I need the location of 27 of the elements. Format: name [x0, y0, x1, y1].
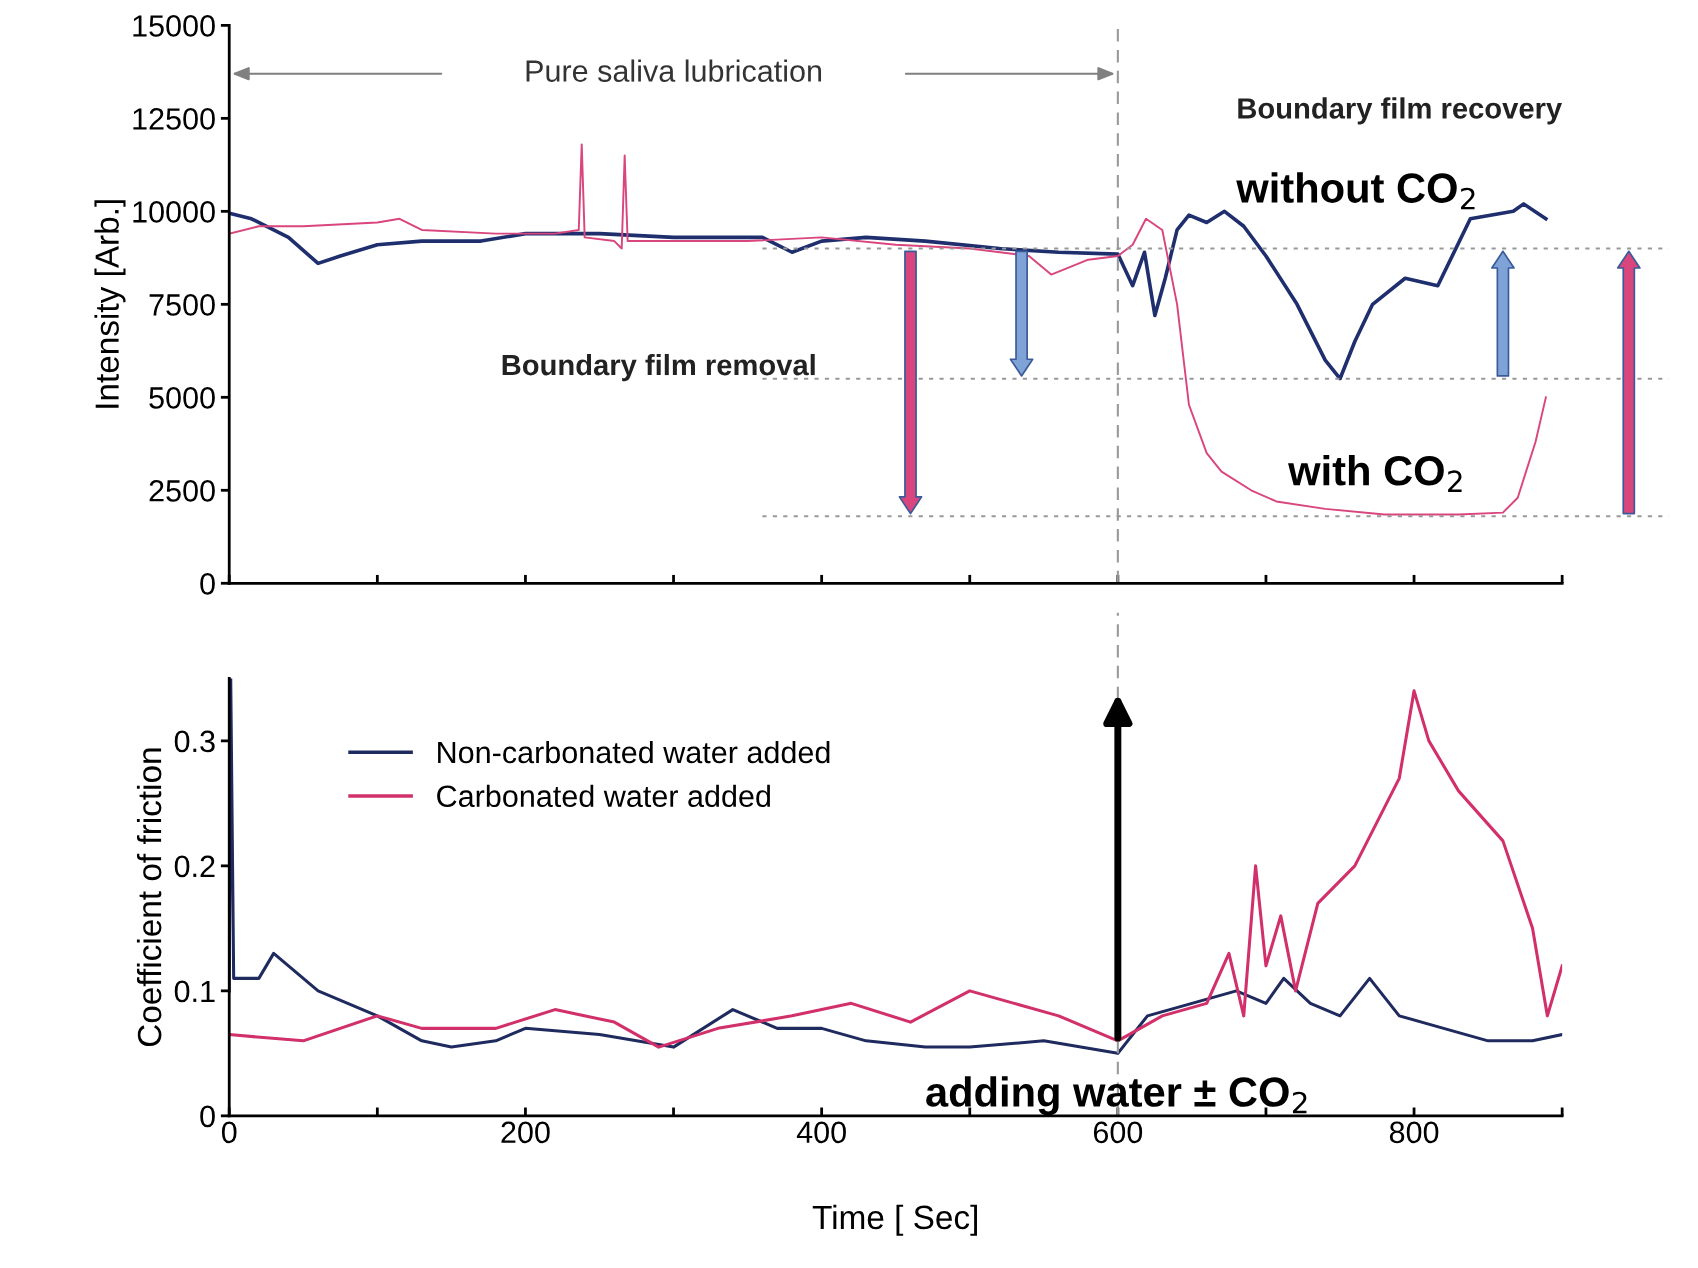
- y-axis-title: Coefficient of friction: [136, 748, 162, 1047]
- x-axis-title: Time [ Sec]: [812, 1204, 977, 1236]
- annotation: adding water ± CO$_{2}$: [926, 1076, 1307, 1116]
- x-tick-label: 200: [501, 1121, 550, 1144]
- annotation: with CO$_{2}$: [1288, 454, 1462, 492]
- x-tick-label: 800: [1389, 1121, 1439, 1144]
- x-tick-label: 0: [221, 1121, 237, 1144]
- annotation: without CO$_{2}$: [1236, 172, 1475, 210]
- y-tick-label: 2500: [149, 480, 215, 502]
- y-tick-label: 10000: [133, 201, 215, 223]
- y-tick-label: 0: [200, 573, 215, 595]
- y-tick-label: 5000: [149, 387, 215, 409]
- y-tick-label: 0: [200, 1105, 215, 1128]
- y-tick-label: 0.2: [174, 855, 215, 878]
- y-tick-label: 0.3: [174, 730, 215, 753]
- y-tick-label: 7500: [149, 294, 215, 316]
- annotation: Boundary film removal: [502, 353, 815, 382]
- legend-label: Non-carbonated water added: [438, 740, 830, 764]
- annotation: Boundary film recovery: [1238, 97, 1562, 125]
- y-tick-label: 12500: [133, 108, 215, 130]
- legend-label: Carbonated water added: [437, 784, 770, 808]
- y-tick-label: 15000: [133, 15, 215, 37]
- x-tick-label: 600: [1093, 1121, 1143, 1144]
- y-axis-title: Intensity [Arb.]: [94, 200, 126, 408]
- x-tick-label: 400: [796, 1121, 846, 1144]
- annotation: Pure saliva lubrication: [526, 59, 822, 82]
- y-tick-label: 0.1: [174, 980, 215, 1003]
